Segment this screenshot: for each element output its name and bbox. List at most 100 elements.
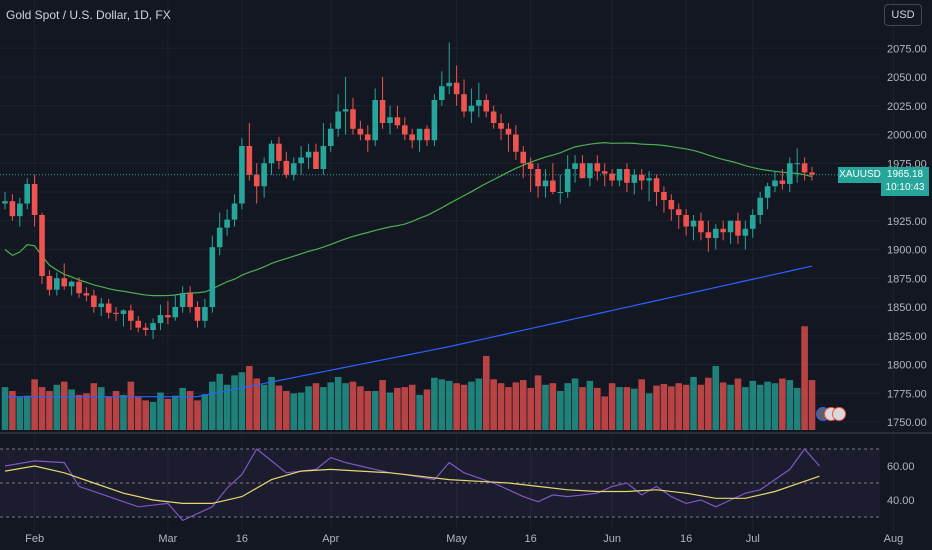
bar-countdown: 10:10:43 (885, 182, 925, 193)
event-flag-icon-2[interactable] (832, 407, 846, 421)
volume-bar (808, 380, 816, 430)
candle-body (424, 128, 430, 141)
candle-body (379, 100, 386, 123)
volume-bar (164, 398, 172, 430)
volume-bar (260, 384, 268, 430)
candle-body (550, 180, 556, 192)
volume-bar (297, 392, 305, 430)
candle-body (105, 303, 112, 313)
volume-bar (9, 391, 16, 430)
candle-body (749, 215, 756, 229)
price-tick-label: 1775.00 (887, 388, 927, 400)
candle-body (520, 151, 527, 164)
volume-bar (364, 391, 372, 430)
candle-body (17, 203, 23, 217)
candle-body (39, 215, 45, 276)
candle-body (231, 203, 238, 220)
candle-body (564, 169, 571, 192)
volume-bar (468, 381, 475, 430)
volume-bar (68, 389, 75, 430)
volume-bar (497, 383, 505, 430)
candle-body (91, 295, 97, 307)
candle-body (742, 228, 749, 236)
volume-bar (1, 387, 9, 430)
volume-bar (142, 400, 149, 430)
sma-50-line (4, 142, 813, 297)
candle-body (624, 169, 630, 183)
candle-body (631, 174, 638, 183)
candle-body (431, 100, 438, 141)
volume-bar (231, 375, 238, 430)
chart-title: Gold Spot / U.S. Dollar, 1D, FX (6, 8, 171, 22)
candle-body (224, 219, 230, 228)
candle-body (616, 169, 623, 181)
candle-body (735, 220, 741, 236)
volume-bar (105, 396, 112, 430)
volume-bar (475, 378, 483, 430)
volume-bar (16, 397, 24, 430)
price-tick-label: 1750.00 (887, 417, 927, 429)
volume-bar (357, 386, 364, 430)
volume-bar (38, 387, 46, 430)
volume-bar (320, 387, 327, 430)
volume-bar (519, 380, 527, 430)
volume-bar (690, 376, 697, 430)
price-axis: 2075.002050.002025.002000.001975.001950.… (887, 43, 927, 507)
candle-body (342, 109, 349, 112)
candle-body (801, 163, 808, 173)
candle-body (483, 100, 490, 112)
candle-body (98, 303, 105, 307)
candle-body (609, 173, 615, 181)
volume-bar (549, 383, 557, 430)
volume-bar (179, 387, 186, 430)
volume-bar (290, 393, 298, 430)
price-tick-label: 2050.00 (887, 72, 927, 84)
candle-body (668, 200, 675, 210)
time-tick-label: Jul (746, 533, 760, 545)
candle-body (202, 307, 208, 321)
candle-body (594, 163, 601, 172)
candle-body (601, 171, 608, 174)
candle-body (394, 117, 401, 126)
time-tick-label: Jun (603, 533, 621, 545)
candle-body (61, 278, 68, 287)
candle-body (364, 134, 371, 141)
candle-body (165, 315, 171, 318)
volume-bar (623, 387, 631, 430)
volume-bar (527, 387, 534, 430)
candle-body (150, 323, 156, 330)
candle-body (2, 201, 8, 204)
candle-body (572, 163, 578, 169)
price-tick-label: 1900.00 (887, 245, 927, 257)
volume-bar (742, 387, 749, 430)
volume-bar (668, 386, 675, 430)
volume-bar (46, 391, 53, 430)
volume-bar (23, 395, 31, 430)
time-tick-label: Apr (322, 533, 339, 545)
volume-bar (793, 387, 801, 430)
candle-body (135, 320, 142, 328)
volume-bar (608, 383, 616, 430)
candle-body (453, 82, 460, 95)
volume-bar (386, 392, 394, 430)
time-tick-label: 16 (525, 533, 537, 545)
volume-bar (749, 380, 757, 430)
volume-bar (660, 383, 668, 430)
volume-bar (312, 383, 320, 430)
volume-bar (83, 393, 90, 430)
candle-body (416, 128, 423, 141)
price-tick-label: 1825.00 (887, 331, 927, 343)
candle-body (468, 105, 475, 112)
volume-bar (734, 378, 742, 430)
volume-bar (653, 385, 660, 430)
candle-body (54, 278, 60, 290)
volume-bar (586, 380, 594, 430)
volume-bar (512, 382, 520, 430)
candle-body (809, 172, 815, 175)
volume-bar (75, 394, 83, 430)
time-tick-label: 16 (236, 533, 248, 545)
volume-bar (779, 378, 786, 430)
candle-body (128, 310, 134, 321)
currency-button[interactable]: USD (884, 4, 922, 26)
candle-body (157, 315, 164, 324)
